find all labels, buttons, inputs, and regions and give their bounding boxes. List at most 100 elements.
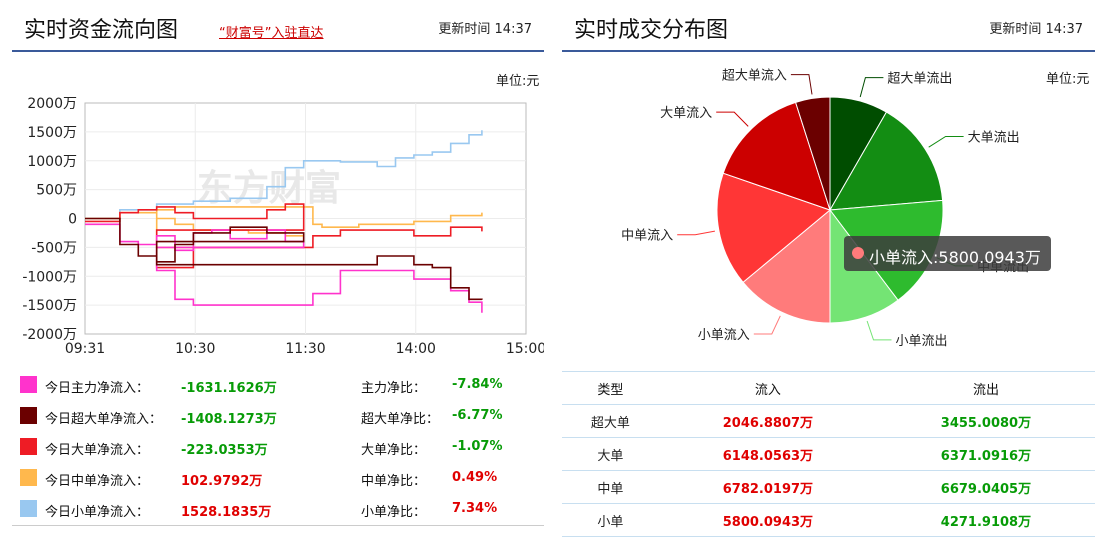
legend-swatch xyxy=(20,407,37,424)
x-tick-label: 11:30 xyxy=(285,341,325,357)
stat-row: 今日大单净流入： -223.0353万 大单净比： -1.07% xyxy=(12,432,544,463)
stat-label: 今日小单净流入： xyxy=(45,505,150,520)
y-tick-label: -500万 xyxy=(31,240,77,256)
row-outflow: 6371.0916万 xyxy=(876,437,1095,471)
y-tick-label: -1000万 xyxy=(22,269,77,285)
stat-label: 今日主力净流入： xyxy=(45,381,150,396)
stat-ratio-label: 小单净比： xyxy=(361,505,427,520)
pie-leader-line xyxy=(859,77,884,98)
pie-leader-line xyxy=(716,111,749,127)
stat-label: 今日超大单净流入： xyxy=(45,412,163,427)
legend-swatch xyxy=(20,469,37,486)
stat-ratio-label: 中单净比： xyxy=(361,474,427,489)
trade-distribution-title: 实时成交分布图 xyxy=(574,18,729,43)
trade-distribution-pie-chart: 超大单流出大单流出中单流出小单流出小单流入中单流入大单流入超大单流入 xyxy=(621,69,1029,349)
y-tick-label: 1500万 xyxy=(27,125,77,141)
row-type: 大单 xyxy=(562,437,659,471)
pie-leader-line xyxy=(753,315,781,335)
legend-swatch xyxy=(20,500,37,517)
watermark: 东方财富 xyxy=(197,167,341,209)
stat-ratio-label: 超大单净比： xyxy=(361,412,440,427)
pie-leader-line xyxy=(866,320,892,341)
pie-leader-line xyxy=(677,230,715,236)
row-outflow: 3455.0080万 xyxy=(876,404,1095,438)
stat-label: 今日中单净流入： xyxy=(45,474,150,489)
stat-value: 102.9792万 xyxy=(181,474,263,489)
series-line-1 xyxy=(85,206,483,249)
trade-distribution-unit: 单位:元 xyxy=(1046,72,1090,87)
x-tick-label: 14:00 xyxy=(396,341,436,357)
stat-ratio-value: 0.49% xyxy=(452,470,498,485)
fund-flow-unit: 单位:元 xyxy=(496,74,540,89)
fund-flow-header: 实时资金流向图 “财富号”入驻直达 更新时间 14:37 xyxy=(12,0,544,52)
row-type: 中单 xyxy=(562,470,659,504)
series-line-2 xyxy=(85,203,483,269)
series-line-4 xyxy=(85,217,483,301)
stat-ratio-value: 7.34% xyxy=(452,501,498,516)
y-tick-label: 2000万 xyxy=(27,96,77,112)
stat-label: 今日大单净流入： xyxy=(45,443,150,458)
stat-value: 1528.1835万 xyxy=(181,505,272,520)
header-inflow: 流入 xyxy=(658,371,877,405)
row-outflow: 6679.0405万 xyxy=(876,470,1095,504)
table-row: 中单 6782.0197万 6679.0405万 xyxy=(562,470,1095,504)
row-type: 小单 xyxy=(562,503,659,537)
pie-slice-4[interactable] xyxy=(742,208,831,324)
fund-flow-line-chart: 东方财富 2000万 1500万 1000万 500万 0 -500万 -1000万 -150… xyxy=(22,96,544,357)
header-type: 类型 xyxy=(562,371,659,405)
y-tick-label: 1000万 xyxy=(27,154,77,170)
series-line-0 xyxy=(85,130,483,220)
stats-divider xyxy=(12,525,544,526)
legend-swatch xyxy=(20,438,37,455)
fund-flow-panel: 实时资金流向图 “财富号”入驻直达 更新时间 14:37 单位:元 东方财富 2… xyxy=(12,0,544,545)
stat-row: 今日小单净流入： 1528.1835万 小单净比： 7.34% xyxy=(12,494,544,525)
row-inflow: 6148.0563万 xyxy=(658,437,877,471)
table-row: 大单 6148.0563万 6371.0916万 xyxy=(562,437,1095,471)
stat-row: 今日中单净流入： 102.9792万 中单净比： 0.49% xyxy=(12,463,544,494)
tooltip-text: 小单流入:5800.0943万 xyxy=(869,248,1041,267)
row-outflow: 4271.9108万 xyxy=(876,503,1095,537)
x-tick-label: 10:30 xyxy=(175,341,215,357)
stat-row: 今日超大单净流入： -1408.1273万 超大单净比： -6.77% xyxy=(12,401,544,432)
x-tick-label: 15:00 xyxy=(506,341,544,357)
pie-slice-label: 小单流出 xyxy=(896,334,948,349)
stat-ratio-value: -6.77% xyxy=(452,408,503,423)
fund-flow-update-time: 更新时间 14:37 xyxy=(438,22,532,37)
row-inflow: 6782.0197万 xyxy=(658,470,877,504)
pie-slice-7[interactable] xyxy=(794,96,831,211)
pie-slice-1[interactable] xyxy=(829,111,944,211)
table-row: 超大单 2046.8807万 3455.0080万 xyxy=(562,404,1095,438)
pie-slice-6[interactable] xyxy=(722,101,831,211)
caifuhao-link[interactable]: “财富号”入驻直达 xyxy=(219,26,324,41)
x-tick-label: 09:31 xyxy=(65,341,105,357)
stat-ratio-label: 主力净比： xyxy=(361,381,427,396)
row-inflow: 2046.8807万 xyxy=(658,404,877,438)
table-row: 小单 5800.0943万 4271.9108万 xyxy=(562,503,1095,537)
trade-distribution-panel: 实时成交分布图 更新时间 14:37 单位:元 超大单流出大单流出中单流出小单流… xyxy=(562,0,1095,545)
y-tick-label: 500万 xyxy=(36,183,77,199)
net-inflow-stats: 今日主力净流入： -1631.1626万 主力净比： -7.84% 今日超大单净流入： -… xyxy=(12,370,544,526)
pie-slice-label: 大单流出 xyxy=(968,131,1020,146)
pie-slice-label: 超大单流出 xyxy=(887,72,952,87)
pie-leader-line xyxy=(928,136,964,148)
pie-slice-label: 小单流入 xyxy=(698,328,750,343)
stat-row: 今日主力净流入： -1631.1626万 主力净比： -7.84% xyxy=(12,370,544,401)
stat-value: -1408.1273万 xyxy=(181,412,277,427)
stat-ratio-value: -7.84% xyxy=(452,377,503,392)
fund-flow-title: 实时资金流向图 xyxy=(24,18,179,43)
stat-value: -1631.1626万 xyxy=(181,381,277,396)
pie-tooltip: 小单流入:5800.0943万 xyxy=(844,236,1051,271)
row-type: 超大单 xyxy=(562,404,659,438)
table-header-row: 类型 流入 流出 xyxy=(562,371,1095,405)
trade-distribution-header: 实时成交分布图 更新时间 14:37 xyxy=(562,0,1095,52)
header-outflow: 流出 xyxy=(876,371,1095,405)
trade-distribution-update-time: 更新时间 14:37 xyxy=(989,22,1083,37)
stat-ratio-label: 大单净比： xyxy=(361,443,427,458)
trade-distribution-table: 类型 流入 流出 超大单 2046.8807万 3455.0080万 大单 61… xyxy=(562,371,1095,537)
tooltip-color-dot xyxy=(852,247,864,259)
pie-slice-label: 大单流入 xyxy=(660,106,712,121)
series-line-3 xyxy=(85,223,483,313)
legend-swatch xyxy=(20,376,37,393)
stat-value: -223.0353万 xyxy=(181,443,268,458)
row-inflow: 5800.0943万 xyxy=(658,503,877,537)
